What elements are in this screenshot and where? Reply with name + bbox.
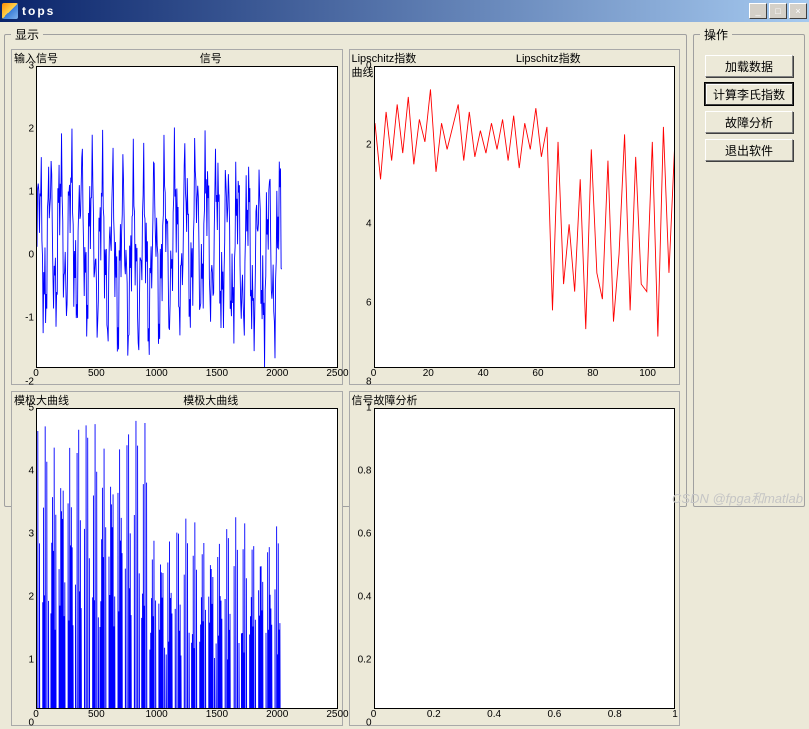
exit-button[interactable]: 退出软件 [705, 139, 793, 161]
display-legend: 显示 [11, 26, 43, 43]
minimize-button[interactable]: _ [749, 3, 767, 19]
fault-analysis-button[interactable]: 故障分析 [705, 111, 793, 133]
chart-title: Lipschitz指数 [422, 52, 676, 66]
chart-corner-label: 信号故障分析 [352, 394, 422, 408]
charts-grid: 输入信号信号 -2-1012305001000150020002500 Lipsc… [11, 49, 680, 504]
plot-area [36, 66, 338, 368]
titlebar[interactable]: tops _ □ × [0, 0, 809, 22]
chart-title: 信号 [84, 52, 338, 66]
app-window: tops _ □ × 显示 输入信号信号 -2-10123050010001500… [0, 0, 809, 511]
chart-title [422, 394, 676, 408]
client-area: 显示 输入信号信号 -2-1012305001000150020002500 Li… [0, 22, 809, 511]
y-axis: 00.20.40.60.81 [352, 408, 374, 724]
display-panel: 显示 输入信号信号 -2-1012305001000150020002500 Li… [4, 26, 687, 507]
ops-legend: 操作 [700, 26, 732, 43]
chart-corner-label: 模极大曲线 [14, 394, 84, 408]
chart-signal: 输入信号信号 -2-1012305001000150020002500 [11, 49, 343, 385]
y-axis: 02468 [352, 66, 374, 382]
chart-modmax: 模极大曲线模极大曲线01234505001000150020002500 [11, 391, 343, 727]
y-axis: -2-10123 [14, 66, 36, 382]
x-axis: 05001000150020002500 [36, 709, 338, 723]
plot-area [36, 408, 338, 710]
maximize-button[interactable]: □ [769, 3, 787, 19]
y-axis: 012345 [14, 408, 36, 724]
chart-lipschitz: Lipschitz指数曲线Lipschitz指数 0246802040608010… [349, 49, 681, 385]
app-icon [2, 3, 18, 19]
close-button[interactable]: × [789, 3, 807, 19]
plot-area [374, 408, 676, 710]
load-data-button[interactable]: 加载数据 [705, 55, 793, 77]
chart-corner-label: 输入信号 [14, 52, 84, 66]
x-axis: 00.20.40.60.81 [374, 709, 676, 723]
chart-fault: 信号故障分析00.20.40.60.8100.20.40.60.81 [349, 391, 681, 727]
x-axis: 020406080100 [374, 368, 676, 382]
plot-area [374, 66, 676, 368]
x-axis: 05001000150020002500 [36, 368, 338, 382]
window-title: tops [22, 4, 749, 18]
chart-title: 模极大曲线 [84, 394, 338, 408]
compute-lipschitz-button[interactable]: 计算李氏指数 [705, 83, 793, 105]
chart-corner-label: Lipschitz指数曲线 [352, 52, 422, 66]
operations-panel: 操作 加载数据 计算李氏指数 故障分析 退出软件 [693, 26, 805, 507]
